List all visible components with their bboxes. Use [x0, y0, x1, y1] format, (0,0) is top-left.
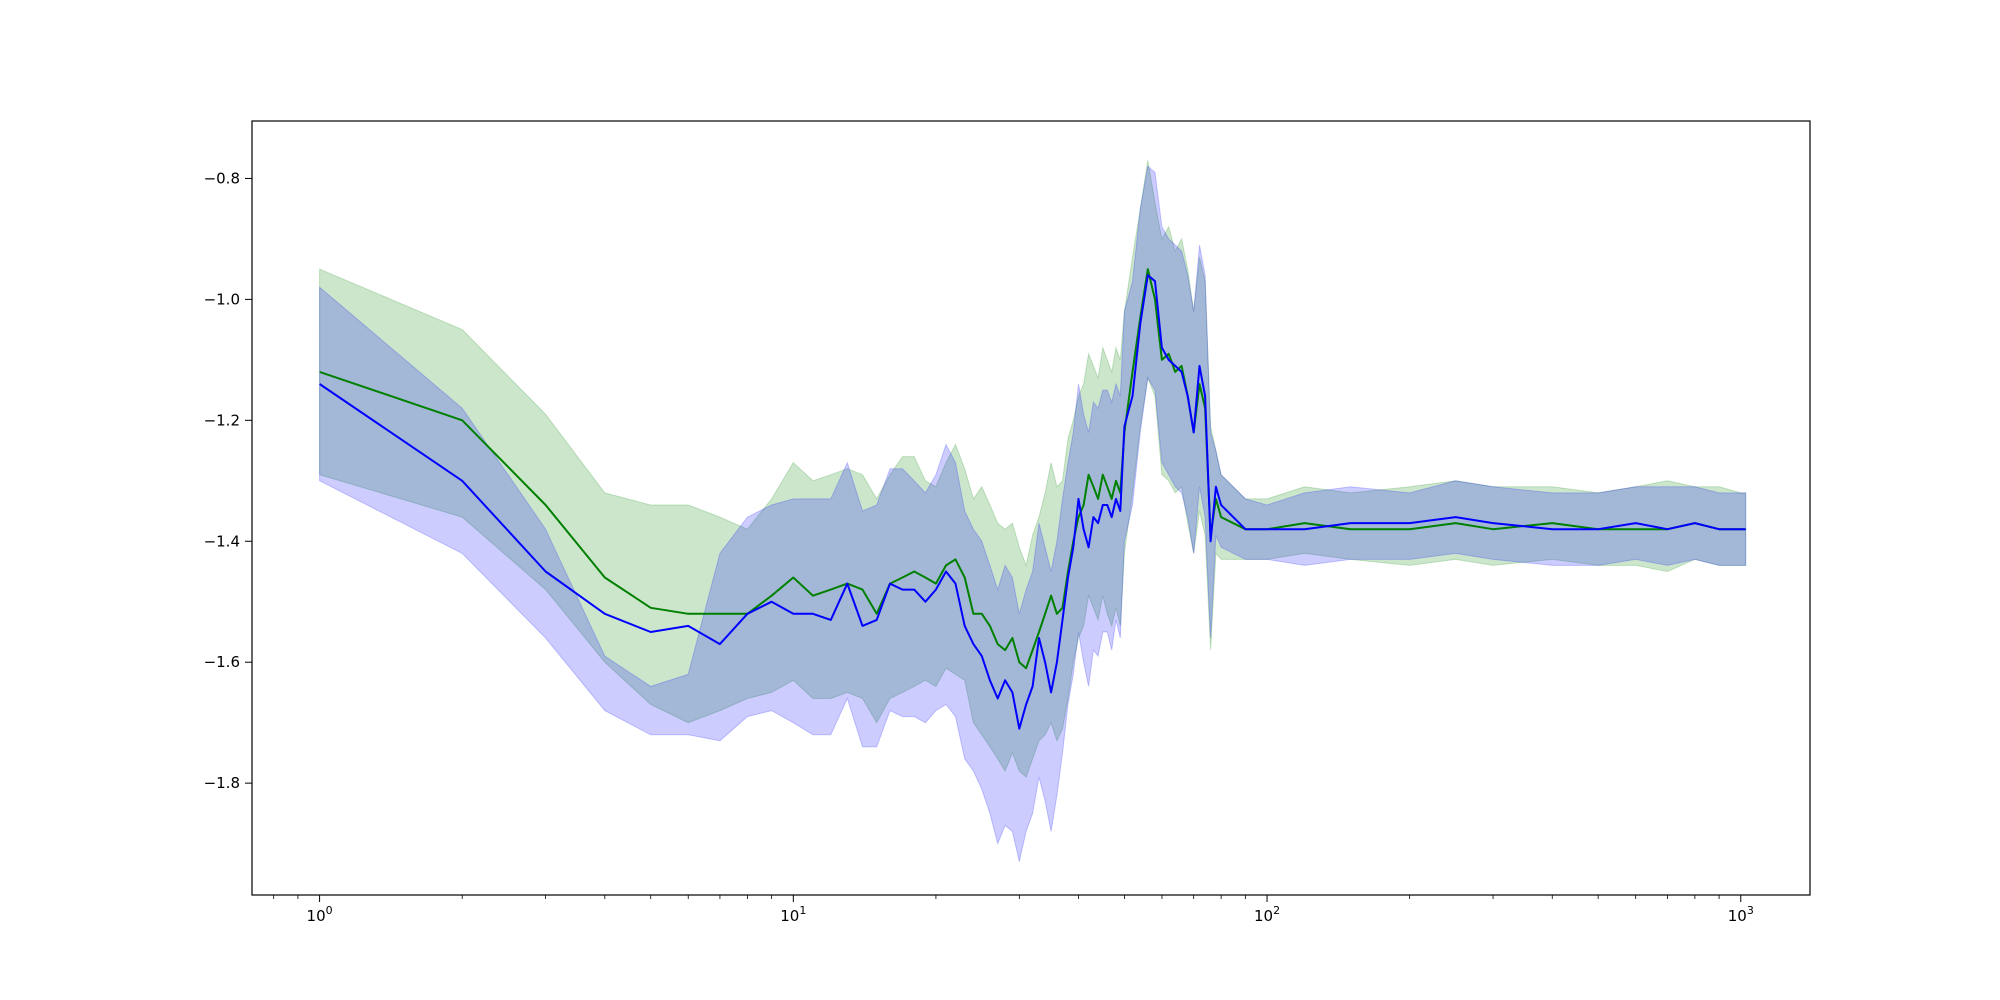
x-tick-label: 103 — [1728, 904, 1754, 925]
y-tick-label: −1.2 — [204, 411, 240, 429]
x-tick-label: 101 — [780, 904, 806, 925]
x-axis: 100 101 102 103 — [273, 895, 1754, 925]
plot-area — [319, 160, 1747, 862]
y-tick-label: −0.8 — [204, 169, 240, 187]
y-tick-label: −1.6 — [204, 653, 240, 671]
x-tick-label: 100 — [307, 904, 333, 925]
confidence-bands — [319, 160, 1747, 862]
x-tick-label: 102 — [1254, 904, 1280, 925]
y-tick-label: −1.0 — [204, 290, 240, 308]
y-tick-label: −1.4 — [204, 532, 240, 550]
axes-frame — [251, 120, 1811, 896]
y-tick-label: −1.8 — [204, 774, 240, 792]
series-lines — [319, 268, 1746, 730]
series-2-line — [319, 274, 1746, 730]
series-1-band — [319, 160, 1747, 778]
y-axis: −0.8 −1.0 −1.2 −1.4 −1.6 −1.8 — [204, 169, 252, 792]
series-2-band — [319, 165, 1747, 862]
